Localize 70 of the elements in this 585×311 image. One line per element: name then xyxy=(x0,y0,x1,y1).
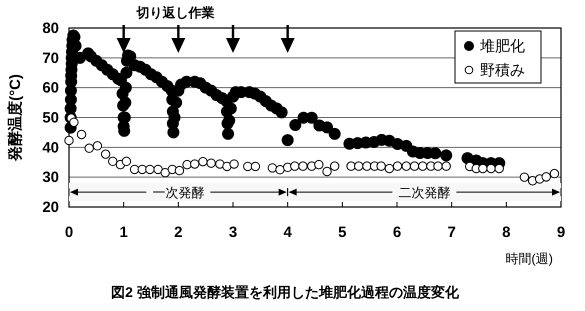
point xyxy=(275,165,285,174)
point xyxy=(206,158,216,168)
point xyxy=(354,161,364,171)
point xyxy=(442,161,451,171)
point xyxy=(478,164,488,174)
y-tick-label: 20 xyxy=(42,199,59,216)
point xyxy=(290,161,300,171)
y-axis-title: 発酵温度(°C) xyxy=(6,74,24,162)
x-axis-title: 時間(週) xyxy=(505,251,553,266)
text: 切り返し作業 xyxy=(135,5,214,20)
point xyxy=(402,161,411,171)
point xyxy=(198,156,208,166)
band-label: 二次発酵 xyxy=(398,185,450,200)
y-tick-label: 70 xyxy=(42,50,59,67)
point xyxy=(190,159,200,169)
point xyxy=(346,161,356,171)
point xyxy=(384,164,394,174)
point xyxy=(322,166,332,176)
legend-label: 堆肥化 xyxy=(479,38,525,55)
point xyxy=(268,163,278,173)
x-tick-label: 6 xyxy=(392,224,402,241)
point xyxy=(130,164,140,174)
point xyxy=(542,172,551,182)
point xyxy=(145,164,155,174)
point xyxy=(138,164,147,174)
point xyxy=(122,156,132,166)
text: 図2 強制通風発酵装置を利用した堆肥化過程の温度変化 xyxy=(111,284,460,300)
x-tick-label: 2 xyxy=(174,224,183,241)
x-tick-label: 1 xyxy=(119,224,128,241)
x-tick-label: 8 xyxy=(502,224,511,241)
point xyxy=(160,168,170,178)
point xyxy=(433,161,443,171)
point xyxy=(100,149,110,159)
point xyxy=(76,130,86,140)
y-tick-label: 30 xyxy=(42,169,59,186)
point xyxy=(243,162,252,172)
x-tick-label: 9 xyxy=(556,224,566,241)
point xyxy=(376,161,386,171)
point xyxy=(410,161,420,171)
point xyxy=(174,166,184,176)
x-tick-label: 4 xyxy=(283,224,292,241)
point xyxy=(330,161,340,171)
point xyxy=(298,161,308,171)
x-tick-label: 5 xyxy=(338,224,347,241)
point xyxy=(69,118,79,127)
point xyxy=(84,144,94,153)
point xyxy=(392,161,402,171)
point xyxy=(520,172,530,182)
y-tick-label: 80 xyxy=(42,20,59,37)
point xyxy=(182,160,192,170)
x-tick-label: 7 xyxy=(447,224,456,241)
y-tick-label: 40 xyxy=(42,139,59,156)
point xyxy=(494,164,504,174)
point xyxy=(229,159,239,169)
x-tick-label: 3 xyxy=(228,224,238,241)
band-label: 一次発酵 xyxy=(152,185,204,200)
point xyxy=(486,164,496,174)
x-tick-label: 0 xyxy=(64,224,74,241)
point xyxy=(108,156,118,166)
point xyxy=(362,161,372,171)
point xyxy=(153,164,163,174)
point xyxy=(550,168,560,178)
point xyxy=(418,161,428,171)
point xyxy=(92,141,102,151)
point xyxy=(314,160,324,170)
point xyxy=(64,136,74,146)
legend-label: 野積み xyxy=(480,62,525,79)
y-tick-label: 60 xyxy=(42,80,59,97)
y-tick-label: 50 xyxy=(42,110,59,126)
point xyxy=(250,162,260,172)
